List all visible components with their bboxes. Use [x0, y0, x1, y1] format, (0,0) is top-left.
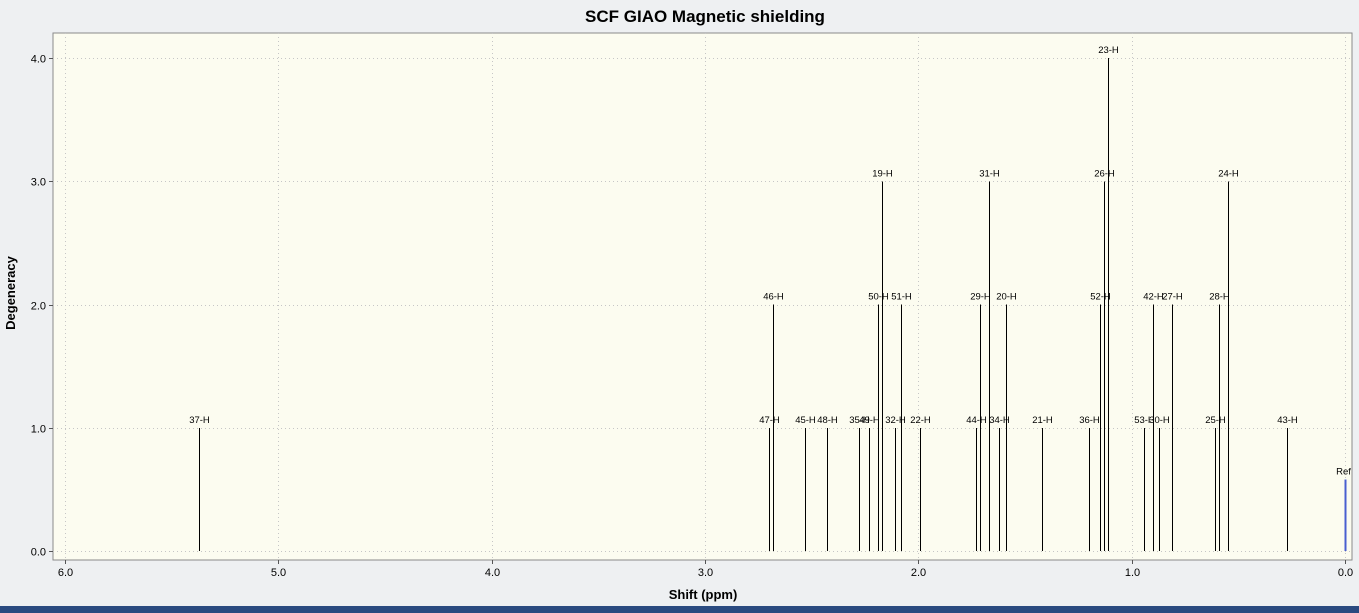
peak-label-36-H: 36-H — [1079, 415, 1100, 426]
peak-label-47-H: 47-H — [759, 415, 780, 426]
x-axis-label: Shift (ppm) — [669, 587, 738, 602]
peak-label-34-H: 34-H — [989, 415, 1010, 426]
x-tick-label: 2.0 — [911, 567, 926, 579]
x-tick-label: 0.0 — [1338, 567, 1353, 579]
y-tick-label: 4.0 — [31, 54, 46, 66]
peak-label-22-H: 22-H — [910, 415, 931, 426]
window-bottom-bar — [0, 606, 1359, 613]
peak-label-37-H: 37-H — [189, 415, 210, 426]
y-tick-label: 0.0 — [31, 547, 46, 559]
x-tick-label: 3.0 — [698, 567, 713, 579]
y-axis-label: Degeneracy — [3, 255, 18, 329]
x-tick-label: 6.0 — [58, 567, 73, 579]
peak-label-25-H: 25-H — [1205, 415, 1226, 426]
peak-label-26-H: 26-H — [1094, 168, 1115, 179]
x-tick-label: 4.0 — [485, 567, 500, 579]
peak-label-21-H: 21-H — [1032, 415, 1053, 426]
peak-label-52-H: 52-H — [1090, 292, 1111, 303]
peak-label-42-H: 42-H — [1143, 292, 1164, 303]
peak-label-46-H: 46-H — [763, 292, 784, 303]
peak-label-35-H: 35-H — [849, 415, 870, 426]
y-tick-label: 2.0 — [31, 301, 46, 313]
peak-label-28-H: 28-H — [1209, 292, 1230, 303]
chart-title: SCF GIAO Magnetic shielding — [585, 7, 825, 26]
ref-label: Ref — [1336, 467, 1351, 478]
peak-label-29-H: 29-H — [970, 292, 991, 303]
peak-label-43-H: 43-H — [1277, 415, 1298, 426]
peak-label-24-H: 24-H — [1218, 168, 1239, 179]
x-tick-label: 5.0 — [271, 567, 286, 579]
peak-label-31-H: 31-H — [979, 168, 1000, 179]
peak-label-27-H: 27-H — [1162, 292, 1183, 303]
peak-label-45-H: 45-H — [795, 415, 816, 426]
peak-label-49-H: 49-H — [859, 415, 880, 426]
peak-label-19-H: 19-H — [872, 168, 893, 179]
x-tick-label: 1.0 — [1125, 567, 1140, 579]
y-tick-label: 3.0 — [31, 177, 46, 189]
peak-label-30-H: 30-H — [1149, 415, 1170, 426]
peak-label-20-H: 20-H — [996, 292, 1017, 303]
peak-label-51-H: 51-H — [891, 292, 912, 303]
peak-label-44-H: 44-H — [966, 415, 987, 426]
peak-label-50-H: 50-H — [868, 292, 889, 303]
peak-label-32-H: 32-H — [885, 415, 906, 426]
peak-label-48-H: 48-H — [817, 415, 838, 426]
y-tick-label: 1.0 — [31, 424, 46, 436]
peak-label-53-H: 53-H — [1134, 415, 1155, 426]
peak-label-23-H: 23-H — [1098, 45, 1119, 56]
plot-area — [52, 32, 1353, 561]
